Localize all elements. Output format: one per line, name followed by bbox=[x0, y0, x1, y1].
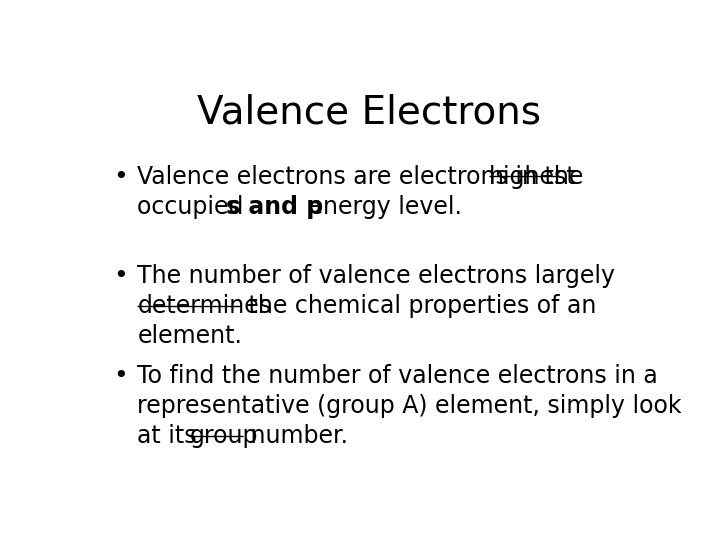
Text: group: group bbox=[189, 424, 258, 448]
Text: To find the number of valence electrons in a: To find the number of valence electrons … bbox=[138, 364, 658, 388]
Text: number.: number. bbox=[243, 424, 348, 448]
Text: energy level.: energy level. bbox=[301, 194, 462, 219]
Text: •: • bbox=[113, 265, 128, 288]
Text: occupied: occupied bbox=[138, 194, 251, 219]
Text: determines: determines bbox=[138, 294, 271, 318]
Text: at its: at its bbox=[138, 424, 204, 448]
Text: highest: highest bbox=[489, 165, 577, 188]
Text: element.: element. bbox=[138, 324, 243, 348]
Text: •: • bbox=[113, 165, 128, 188]
Text: •: • bbox=[113, 364, 128, 388]
Text: Valence electrons are electrons in the: Valence electrons are electrons in the bbox=[138, 165, 591, 188]
Text: s and p: s and p bbox=[225, 194, 323, 219]
Text: representative (group A) element, simply look: representative (group A) element, simply… bbox=[138, 394, 682, 418]
Text: the chemical properties of an: the chemical properties of an bbox=[241, 294, 597, 318]
Text: Valence Electrons: Valence Electrons bbox=[197, 94, 541, 132]
Text: The number of valence electrons largely: The number of valence electrons largely bbox=[138, 265, 616, 288]
